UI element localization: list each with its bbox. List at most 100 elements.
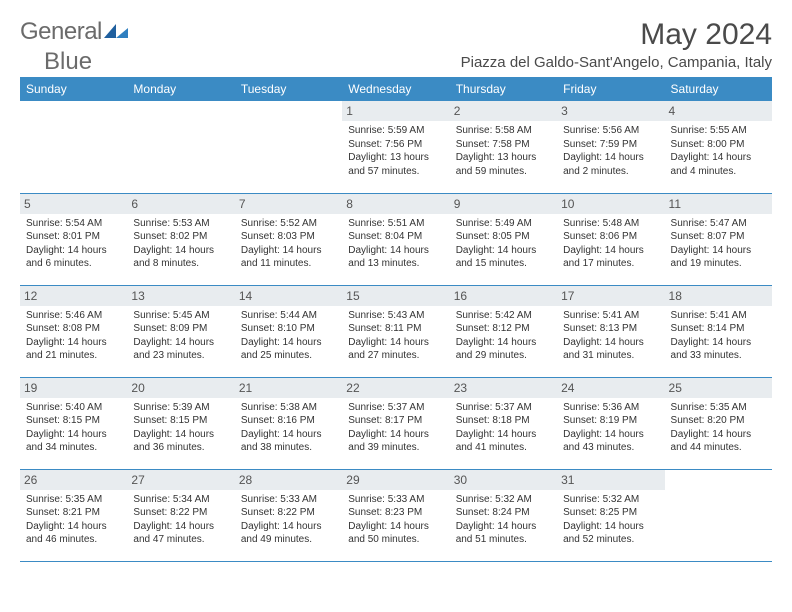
sunrise-line: Sunrise: 5:51 AM [348,217,443,231]
calendar-cell: 21 Sunrise: 5:38 AMSunset: 8:16 PMDayligh… [235,377,342,469]
sunrise-line: Sunrise: 5:49 AM [456,217,551,231]
sunset-line: Sunset: 8:06 PM [563,230,658,244]
calendar-cell [127,101,234,193]
day-number: 27 [127,470,234,490]
calendar-cell: 13Sunrise: 5:45 AMSunset: 8:09 PMDayligh… [127,285,234,377]
daylight-line: Daylight: 14 hours and 29 minutes. [456,336,551,363]
daylight-line: Daylight: 14 hours and 21 minutes. [26,336,121,363]
daylight-line: Daylight: 14 hours and 17 minutes. [563,244,658,271]
daylight-line: Daylight: 14 hours and 36 minutes. [133,428,228,455]
sunrise-line: Sunrise: 5:34 AM [133,493,228,507]
sunset-line: Sunset: 8:17 PM [348,414,443,428]
dayname-wed: Wednesday [342,77,449,101]
day-number: 10 [557,194,664,214]
day-number: 7 [235,194,342,214]
day-number: 2 [450,101,557,121]
day-number: 9 [450,194,557,214]
daylight-line: Daylight: 14 hours and 15 minutes. [456,244,551,271]
daylight-line: Daylight: 14 hours and 44 minutes. [671,428,766,455]
sunset-line: Sunset: 8:03 PM [241,230,336,244]
daylight-line: Daylight: 14 hours and 50 minutes. [348,520,443,547]
daylight-line: Daylight: 14 hours and 2 minutes. [563,151,658,178]
calendar-cell: 31Sunrise: 5:32 AMSunset: 8:25 PMDayligh… [557,469,664,561]
daylight-line: Daylight: 14 hours and 31 minutes. [563,336,658,363]
daylight-line: Daylight: 14 hours and 51 minutes. [456,520,551,547]
dayname-sun: Sunday [20,77,127,101]
day-number: 8 [342,194,449,214]
sunrise-line: Sunrise: 5:46 AM [26,309,121,323]
sunrise-line: Sunrise: 5:33 AM [241,493,336,507]
sunset-line: Sunset: 8:12 PM [456,322,551,336]
day-number: 23 [450,378,557,398]
calendar-table: Sunday Monday Tuesday Wednesday Thursday… [20,77,772,562]
calendar-cell: 18Sunrise: 5:41 AMSunset: 8:14 PMDayligh… [665,285,772,377]
daylight-line: Daylight: 14 hours and 8 minutes. [133,244,228,271]
day-number: 25 [665,378,772,398]
calendar-cell: 27 Sunrise: 5:34 AMSunset: 8:22 PMDayligh… [127,469,234,561]
sunset-line: Sunset: 8:00 PM [671,138,766,152]
sunset-line: Sunset: 7:58 PM [456,138,551,152]
daylight-line: Daylight: 14 hours and 47 minutes. [133,520,228,547]
day-number: 22 [342,378,449,398]
sunset-line: Sunset: 8:25 PM [563,506,658,520]
sunrise-line: Sunrise: 5:55 AM [671,124,766,138]
sunrise-line: Sunrise: 5:35 AM [671,401,766,415]
calendar-cell: 14Sunrise: 5:44 AMSunset: 8:10 PMDayligh… [235,285,342,377]
daylight-line: Daylight: 14 hours and 23 minutes. [133,336,228,363]
day-number: 15 [342,286,449,306]
calendar-week: 5Sunrise: 5:54 AMSunset: 8:01 PMDaylight… [20,193,772,285]
day-number: 30 [450,470,557,490]
sunset-line: Sunset: 8:15 PM [26,414,121,428]
sunset-line: Sunset: 8:04 PM [348,230,443,244]
sunrise-line: Sunrise: 5:41 AM [563,309,658,323]
day-number: 17 [557,286,664,306]
day-number: 13 [127,286,234,306]
day-number: 5 [20,194,127,214]
day-number: 21 [235,378,342,398]
day-number: 20 [127,378,234,398]
daylight-line: Daylight: 14 hours and 11 minutes. [241,244,336,271]
sunrise-line: Sunrise: 5:56 AM [563,124,658,138]
sunset-line: Sunset: 8:22 PM [133,506,228,520]
location: Piazza del Galdo-Sant'Angelo, Campania, … [461,54,772,71]
calendar-cell: 12Sunrise: 5:46 AMSunset: 8:08 PMDayligh… [20,285,127,377]
daylight-line: Daylight: 14 hours and 27 minutes. [348,336,443,363]
sunset-line: Sunset: 8:16 PM [241,414,336,428]
sunrise-line: Sunrise: 5:43 AM [348,309,443,323]
calendar-cell: 9Sunrise: 5:49 AMSunset: 8:05 PMDaylight… [450,193,557,285]
sunset-line: Sunset: 8:11 PM [348,322,443,336]
month-title: May 2024 [461,18,772,52]
daylight-line: Daylight: 14 hours and 38 minutes. [241,428,336,455]
dayname-mon: Monday [127,77,234,101]
sunrise-line: Sunrise: 5:32 AM [563,493,658,507]
calendar-week: 1Sunrise: 5:59 AMSunset: 7:56 PMDaylight… [20,101,772,193]
day-number: 14 [235,286,342,306]
daylight-line: Daylight: 14 hours and 33 minutes. [671,336,766,363]
daylight-line: Daylight: 14 hours and 46 minutes. [26,520,121,547]
day-number: 4 [665,101,772,121]
day-number: 19 [20,378,127,398]
sunset-line: Sunset: 7:59 PM [563,138,658,152]
daylight-line: Daylight: 14 hours and 4 minutes. [671,151,766,178]
calendar-cell: 26Sunrise: 5:35 AMSunset: 8:21 PMDayligh… [20,469,127,561]
day-number: 28 [235,470,342,490]
sunset-line: Sunset: 8:08 PM [26,322,121,336]
day-number: 26 [20,470,127,490]
sunrise-line: Sunrise: 5:48 AM [563,217,658,231]
daylight-line: Daylight: 13 hours and 59 minutes. [456,151,551,178]
day-number: 6 [127,194,234,214]
daylight-line: Daylight: 14 hours and 41 minutes. [456,428,551,455]
sunset-line: Sunset: 8:07 PM [671,230,766,244]
sunrise-line: Sunrise: 5:38 AM [241,401,336,415]
sunrise-line: Sunrise: 5:33 AM [348,493,443,507]
daylight-line: Daylight: 14 hours and 6 minutes. [26,244,121,271]
daylight-line: Daylight: 14 hours and 34 minutes. [26,428,121,455]
sunset-line: Sunset: 8:09 PM [133,322,228,336]
calendar-cell: 5Sunrise: 5:54 AMSunset: 8:01 PMDaylight… [20,193,127,285]
calendar-cell: 11Sunrise: 5:47 AMSunset: 8:07 PMDayligh… [665,193,772,285]
sunset-line: Sunset: 8:20 PM [671,414,766,428]
dayname-tue: Tuesday [235,77,342,101]
day-number: 16 [450,286,557,306]
dayname-thu: Thursday [450,77,557,101]
sunset-line: Sunset: 7:56 PM [348,138,443,152]
